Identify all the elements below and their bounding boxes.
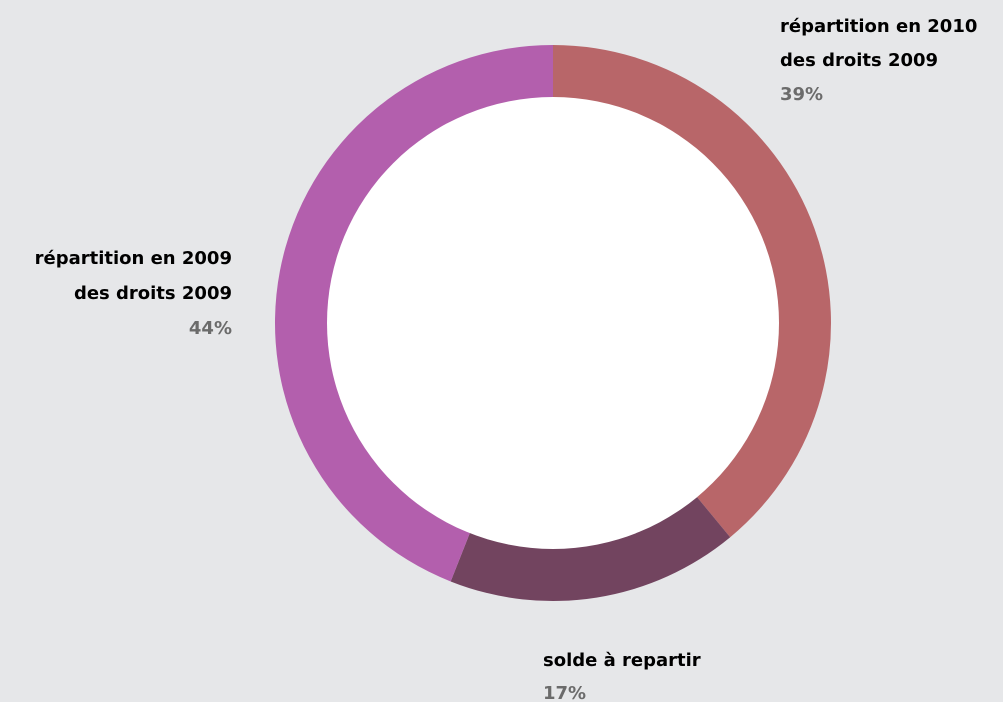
- slice-percent-2: 17%: [543, 683, 586, 702]
- slice-label-3-line-2: des droits 2009: [74, 283, 232, 304]
- slice-label-1-line-2: des droits 2009: [780, 50, 938, 71]
- slice-percent-1: 39%: [780, 84, 823, 105]
- slice-percent-3: 44%: [189, 318, 232, 339]
- slice-label-2-line-1: solde à repartir: [543, 650, 701, 671]
- slice-label-3-line-1: répartition en 2009: [35, 248, 232, 269]
- donut-hole: [327, 97, 779, 549]
- slice-label-1-line-1: répartition en 2010: [780, 16, 977, 37]
